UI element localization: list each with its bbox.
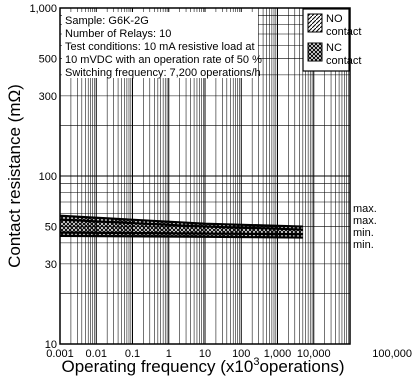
series-line-3 [59,231,303,236]
y-tick-label: 300 [39,91,57,103]
legend-swatch-no [307,13,323,33]
y-tick-label: 50 [45,222,57,234]
end-labels: max. max. min. min. [351,200,377,251]
info-box-background [62,12,258,78]
series-line-4 [59,234,303,239]
y-axis-title: Contact resistance (mΩ) [5,84,24,268]
legend-label-no-1: NO [326,13,343,25]
y-axis-ticks: 10 30 50 100 300 500 1,000 [29,3,57,351]
y-tick-label: 500 [39,54,57,66]
x-tick-label: 0.1 [125,348,140,360]
info-line-5: Switching frequency: 7,200 operations/h [65,67,261,79]
info-line-3: Test conditions: 10 mA resistive load at [65,41,255,53]
y-tick-label: 1,000 [29,3,57,15]
info-line-2: Number of Relays: 10 [65,28,171,40]
x-tick-label: 10 [199,348,211,360]
x-axis-title-exponent: 3 [253,356,259,368]
y-tick-label: 30 [45,259,57,271]
x-axis-title-main: Operating frequency (x10 [61,357,253,376]
x-axis-ticks: 0.001 0.01 0.1 1 10 100 1,000 10,000 100,000 [46,348,412,360]
legend-label-no-2: contact [326,26,361,38]
x-tick-label: 10,000 [297,348,331,360]
x-tick-label: 1,000 [264,348,292,360]
y-tick-label: 100 [39,171,57,183]
end-label-no-max: max. [353,203,377,215]
end-label-no-min: min. [353,227,374,239]
series-line-2 [59,218,303,231]
y-tick-label: 10 [45,339,57,351]
x-axis-title: Operating frequency (x103operations) [61,356,344,376]
legend-label-nc-1: NC [326,42,342,54]
legend-swatch-nc [307,42,323,62]
end-label-nc-max: max. [353,215,377,227]
x-tick-label: 1 [166,348,172,360]
info-line-4: 10 mVDC with an operation rate of 50 % [65,54,262,66]
end-label-nc-min: min. [353,239,374,251]
legend: NO contact NC contact [302,8,361,72]
end-label-background [351,200,375,250]
x-tick-label: 100 [232,348,250,360]
x-tick-label: 0.01 [86,348,107,360]
x-tick-label: 100,000 [372,348,412,360]
series-lines [59,214,303,239]
info-line-1: Sample: G6K-2G [65,15,149,27]
x-tick-label: 0.001 [46,348,74,360]
x-axis-title-tail: operations) [259,357,344,376]
info-box: Sample: G6K-2G Number of Relays: 10 Test… [62,12,262,79]
series-line-1 [59,214,303,228]
legend-label-nc-2: contact [326,55,361,67]
plot-frame [59,7,351,345]
